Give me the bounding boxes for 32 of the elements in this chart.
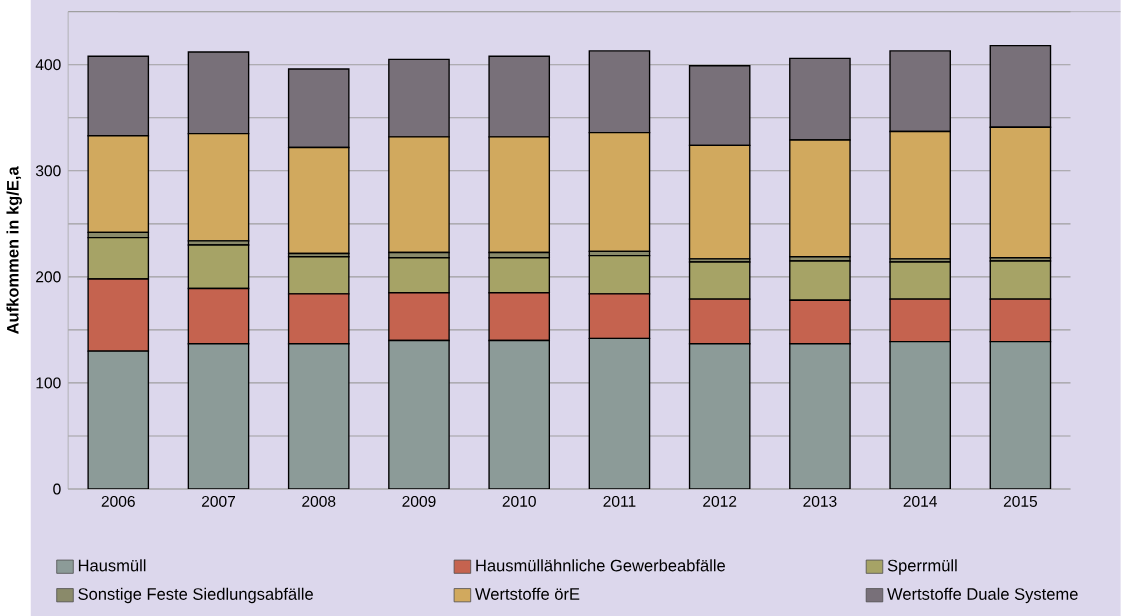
bar bbox=[889, 340, 951, 489]
x-tick-label: 2009 bbox=[402, 495, 436, 507]
x-tick-label: 2008 bbox=[302, 495, 336, 507]
y-tick-label: 300 bbox=[35, 165, 61, 177]
bar bbox=[87, 350, 150, 489]
legend-label: Wertstoffe Duale Systeme bbox=[887, 587, 1078, 603]
bar bbox=[388, 339, 450, 489]
y-tick-label: 100 bbox=[36, 377, 61, 389]
y-tick-label: 0 bbox=[53, 483, 61, 495]
legend-label: Sperrmüll bbox=[887, 559, 957, 575]
legend-label: Wertstoffe örE bbox=[475, 587, 580, 600]
x-tick-label: 2011 bbox=[603, 495, 636, 507]
x-tick-label: 2014 bbox=[903, 495, 937, 507]
x-tick-label: 2007 bbox=[201, 495, 236, 507]
x-tick-label: 2013 bbox=[803, 495, 837, 507]
x-tick-label: 2010 bbox=[502, 495, 536, 507]
y-tick-label: 400 bbox=[35, 59, 61, 71]
bar bbox=[789, 342, 851, 489]
bar bbox=[588, 337, 651, 489]
x-tick-label: 2015 bbox=[1003, 495, 1038, 507]
bar bbox=[287, 342, 350, 489]
y-tick-label: 200 bbox=[36, 271, 61, 283]
y-axis-title: Aufkommen in kg/E,a bbox=[6, 166, 22, 334]
bar bbox=[488, 339, 551, 489]
legend-label: Hausmüllähnliche Gewerbeabfälle bbox=[476, 559, 725, 572]
bar bbox=[187, 342, 250, 489]
legend-label: Sonstige Feste Siedlungsabfälle bbox=[78, 587, 313, 603]
x-tick-label: 2012 bbox=[703, 495, 737, 507]
bar bbox=[989, 340, 1052, 489]
x-tick-label: 2006 bbox=[101, 495, 135, 507]
legend-label: Hausmüll bbox=[78, 559, 146, 572]
bar bbox=[688, 342, 751, 489]
